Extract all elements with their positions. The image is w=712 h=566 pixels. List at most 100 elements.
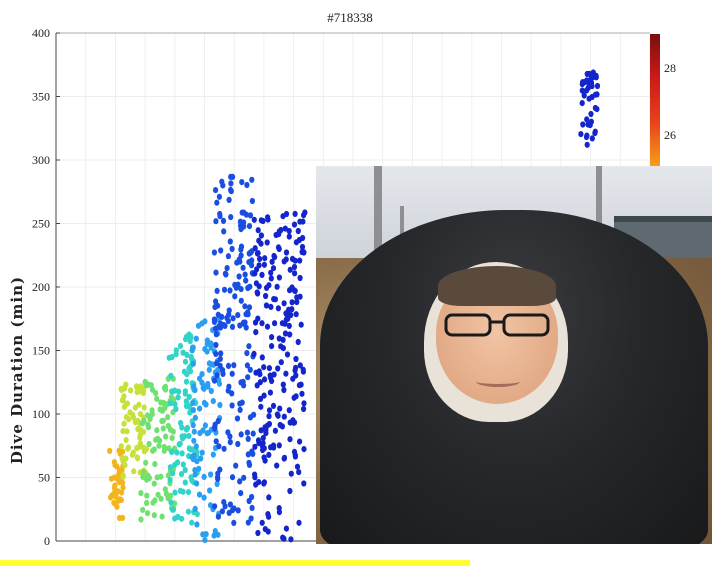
data-point	[123, 400, 129, 408]
data-point	[296, 519, 302, 526]
data-point	[225, 253, 231, 260]
data-point	[268, 444, 274, 451]
data-point	[291, 221, 298, 228]
data-point	[258, 232, 264, 239]
data-point	[584, 132, 590, 139]
data-point	[121, 385, 127, 392]
data-point	[229, 323, 236, 330]
data-point	[251, 216, 257, 223]
data-point	[145, 424, 152, 431]
data-point	[283, 525, 289, 532]
data-point	[221, 445, 227, 452]
data-point	[292, 270, 298, 277]
data-point	[297, 257, 303, 264]
data-point	[216, 193, 222, 200]
data-point	[132, 419, 138, 426]
data-point	[234, 259, 240, 266]
data-point	[235, 312, 241, 319]
data-point	[275, 305, 281, 312]
y-tick-label: 200	[32, 280, 50, 294]
data-point	[224, 265, 230, 272]
data-point	[216, 377, 222, 384]
data-point	[182, 466, 188, 474]
data-point	[300, 366, 306, 373]
data-point	[593, 74, 599, 81]
data-point	[268, 303, 274, 310]
data-point	[151, 512, 157, 519]
data-point	[278, 226, 284, 234]
data-point	[191, 383, 197, 390]
data-point	[208, 387, 214, 395]
data-point	[196, 465, 202, 472]
data-point	[175, 394, 181, 401]
data-point	[294, 294, 300, 301]
data-point	[264, 239, 270, 246]
data-point	[125, 444, 132, 451]
data-point	[268, 269, 274, 276]
data-point	[145, 510, 151, 517]
data-point	[244, 429, 250, 436]
data-point	[146, 474, 152, 482]
data-point	[120, 396, 126, 404]
glasses-icon	[444, 313, 550, 337]
utility-pole	[374, 166, 382, 286]
data-point	[120, 479, 126, 486]
data-point	[235, 440, 241, 448]
data-point	[161, 447, 167, 454]
data-point	[264, 323, 271, 330]
data-point	[192, 505, 198, 512]
data-point	[126, 416, 132, 423]
data-point	[192, 414, 198, 421]
data-point	[225, 387, 231, 394]
data-point	[173, 405, 179, 413]
data-point	[263, 302, 270, 309]
y-tick-label: 400	[32, 26, 50, 40]
data-point	[251, 350, 257, 357]
data-point	[249, 504, 255, 511]
data-point	[135, 426, 141, 433]
data-point	[194, 510, 200, 518]
data-point	[158, 495, 164, 502]
data-point	[261, 445, 267, 452]
data-point	[263, 292, 269, 300]
data-point	[270, 402, 277, 409]
data-point	[266, 513, 272, 520]
data-point	[249, 176, 255, 183]
data-point	[286, 322, 292, 329]
data-point	[281, 386, 287, 394]
data-point	[190, 399, 196, 406]
data-point	[186, 445, 192, 452]
data-point	[199, 449, 205, 456]
data-point	[136, 444, 142, 451]
data-point	[108, 494, 114, 501]
data-point	[220, 182, 226, 189]
data-point	[580, 121, 586, 128]
data-point	[262, 457, 268, 464]
data-point	[579, 87, 585, 94]
data-point	[266, 413, 272, 420]
data-point	[290, 419, 297, 426]
data-point	[117, 496, 123, 503]
data-point	[262, 424, 268, 431]
data-point	[214, 372, 220, 379]
data-point	[294, 298, 300, 306]
data-point	[201, 473, 207, 480]
data-point	[240, 264, 246, 271]
data-point	[298, 381, 304, 388]
data-point	[214, 287, 220, 294]
data-point	[119, 467, 125, 474]
data-point	[211, 377, 218, 384]
data-point	[186, 432, 192, 440]
y-axis-label: Dive Duration (min)	[8, 276, 26, 464]
data-point	[261, 392, 267, 399]
data-point	[245, 435, 251, 442]
data-point	[242, 303, 248, 310]
data-point	[252, 245, 258, 252]
data-point	[201, 494, 207, 501]
data-point	[276, 442, 282, 449]
data-point	[141, 418, 147, 425]
data-point	[280, 381, 286, 388]
data-point	[182, 479, 188, 486]
data-point	[205, 429, 212, 436]
data-point	[129, 451, 135, 458]
